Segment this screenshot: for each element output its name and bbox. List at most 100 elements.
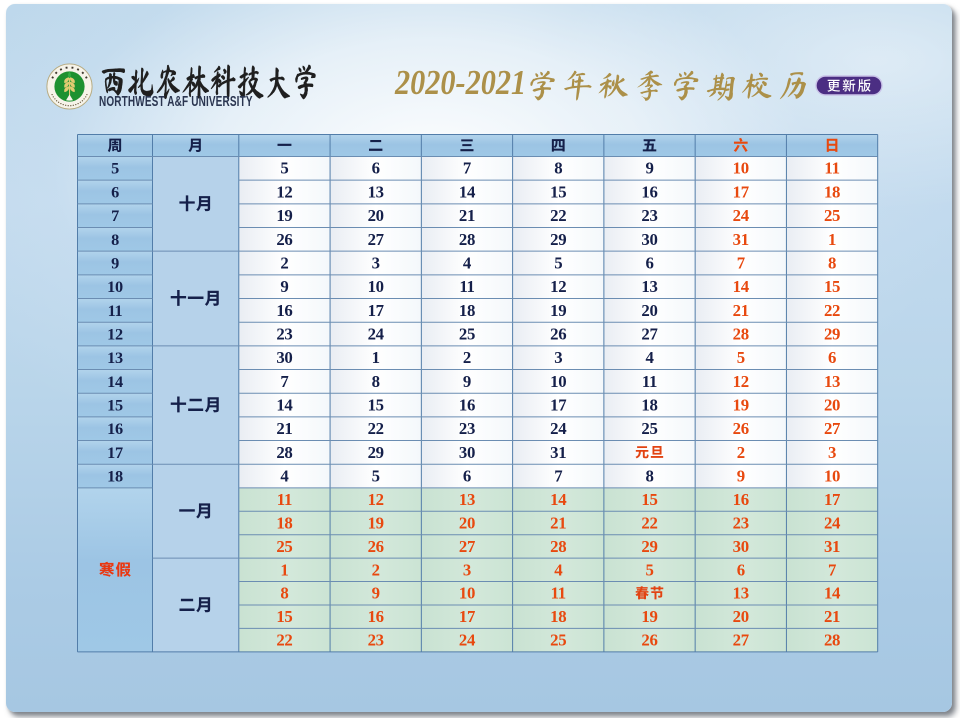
svg-text:17: 17 <box>368 300 384 319</box>
svg-text:6: 6 <box>828 348 836 367</box>
svg-text:16: 16 <box>107 419 123 438</box>
svg-text:27: 27 <box>368 229 384 248</box>
svg-text:6: 6 <box>737 560 745 579</box>
svg-text:15: 15 <box>824 277 840 296</box>
svg-text:7: 7 <box>463 158 471 177</box>
svg-text:16: 16 <box>459 395 475 414</box>
svg-text:6: 6 <box>111 182 119 201</box>
svg-text:12: 12 <box>368 489 384 508</box>
svg-text:16: 16 <box>641 182 657 201</box>
svg-text:18: 18 <box>459 300 475 319</box>
svg-text:27: 27 <box>459 536 475 555</box>
svg-text:29: 29 <box>641 536 657 555</box>
svg-text:5: 5 <box>645 560 653 579</box>
svg-text:13: 13 <box>641 277 657 296</box>
svg-text:26: 26 <box>733 419 749 438</box>
svg-text:15: 15 <box>368 395 384 414</box>
svg-text:22: 22 <box>368 419 384 438</box>
svg-text:25: 25 <box>641 419 657 438</box>
svg-text:11: 11 <box>642 371 657 390</box>
svg-text:8: 8 <box>280 583 288 602</box>
svg-text:28: 28 <box>276 442 292 461</box>
svg-text:24: 24 <box>368 324 385 343</box>
svg-text:4: 4 <box>280 466 289 485</box>
svg-text:5: 5 <box>554 253 562 272</box>
svg-text:15: 15 <box>276 607 292 626</box>
svg-text:10: 10 <box>733 158 749 177</box>
svg-text:27: 27 <box>641 324 657 343</box>
svg-text:10: 10 <box>368 277 384 296</box>
svg-text:1: 1 <box>372 348 380 367</box>
svg-text:15: 15 <box>641 489 657 508</box>
svg-text:12: 12 <box>550 277 566 296</box>
svg-text:13: 13 <box>733 583 749 602</box>
svg-text:15: 15 <box>107 395 123 414</box>
svg-text:19: 19 <box>641 607 657 626</box>
svg-text:22: 22 <box>276 630 292 649</box>
svg-text:5: 5 <box>737 348 745 367</box>
svg-text:28: 28 <box>824 630 840 649</box>
svg-text:22: 22 <box>824 300 840 319</box>
svg-text:7: 7 <box>554 466 562 485</box>
svg-text:20: 20 <box>824 395 840 414</box>
svg-text:7: 7 <box>280 371 288 390</box>
svg-text:11: 11 <box>824 158 839 177</box>
svg-text:17: 17 <box>107 442 123 461</box>
svg-text:9: 9 <box>280 277 288 296</box>
svg-text:24: 24 <box>733 206 750 225</box>
svg-text:23: 23 <box>733 513 749 532</box>
svg-text:28: 28 <box>733 324 749 343</box>
svg-text:24: 24 <box>459 630 476 649</box>
svg-text:2: 2 <box>463 348 471 367</box>
svg-text:8: 8 <box>554 158 562 177</box>
svg-text:9: 9 <box>463 371 471 390</box>
svg-text:18: 18 <box>550 607 566 626</box>
svg-text:12: 12 <box>276 182 292 201</box>
svg-text:18: 18 <box>276 513 292 532</box>
svg-text:6: 6 <box>463 466 471 485</box>
svg-text:28: 28 <box>550 536 566 555</box>
svg-text:22: 22 <box>550 206 566 225</box>
svg-text:3: 3 <box>828 442 836 461</box>
svg-text:17: 17 <box>459 607 475 626</box>
svg-text:18: 18 <box>107 466 123 485</box>
svg-text:22: 22 <box>641 513 657 532</box>
svg-text:3: 3 <box>463 560 471 579</box>
svg-text:10: 10 <box>824 466 840 485</box>
svg-text:3: 3 <box>372 253 380 272</box>
svg-text:29: 29 <box>368 442 384 461</box>
svg-text:6: 6 <box>645 253 653 272</box>
svg-text:16: 16 <box>276 300 292 319</box>
svg-text:25: 25 <box>459 324 475 343</box>
svg-text:23: 23 <box>276 324 292 343</box>
svg-text:17: 17 <box>733 182 749 201</box>
svg-text:9: 9 <box>111 253 119 272</box>
svg-text:25: 25 <box>276 536 292 555</box>
svg-text:13: 13 <box>107 348 123 367</box>
svg-text:4: 4 <box>463 253 472 272</box>
svg-text:14: 14 <box>733 277 750 296</box>
svg-text:20: 20 <box>368 206 384 225</box>
svg-text:30: 30 <box>276 348 292 367</box>
svg-text:29: 29 <box>550 229 566 248</box>
svg-text:5: 5 <box>111 158 119 177</box>
svg-text:23: 23 <box>368 630 384 649</box>
svg-text:28: 28 <box>459 229 475 248</box>
svg-text:26: 26 <box>550 324 566 343</box>
svg-text:8: 8 <box>372 371 380 390</box>
svg-text:14: 14 <box>107 371 123 390</box>
svg-text:19: 19 <box>276 206 292 225</box>
svg-text:13: 13 <box>459 489 475 508</box>
svg-text:31: 31 <box>824 536 840 555</box>
svg-text:14: 14 <box>824 583 841 602</box>
svg-text:15: 15 <box>550 182 566 201</box>
svg-text:23: 23 <box>641 206 657 225</box>
svg-text:19: 19 <box>550 300 566 319</box>
svg-text:9: 9 <box>372 583 380 602</box>
svg-text:21: 21 <box>459 206 475 225</box>
svg-text:23: 23 <box>459 419 475 438</box>
svg-text:16: 16 <box>368 607 384 626</box>
svg-text:13: 13 <box>368 182 384 201</box>
svg-text:20: 20 <box>641 300 657 319</box>
svg-text:30: 30 <box>641 229 657 248</box>
